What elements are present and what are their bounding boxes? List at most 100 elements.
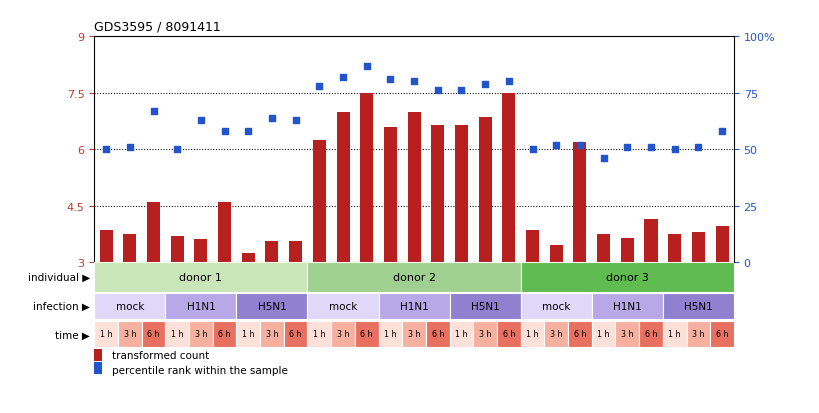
Bar — [591, 293, 662, 319]
Text: 1 h: 1 h — [100, 330, 112, 339]
Text: GDS3595 / 8091411: GDS3595 / 8091411 — [94, 20, 221, 33]
Text: 1 h: 1 h — [383, 330, 396, 339]
Bar — [496, 321, 520, 347]
Text: 1 h: 1 h — [455, 330, 467, 339]
Bar — [170, 236, 183, 262]
Bar — [218, 202, 231, 262]
Text: H1N1: H1N1 — [399, 301, 428, 311]
Bar — [620, 238, 633, 262]
Bar — [431, 126, 444, 262]
Text: H1N1: H1N1 — [186, 301, 215, 311]
Bar — [189, 321, 212, 347]
Text: 6 h: 6 h — [218, 330, 231, 339]
Point — [265, 115, 278, 121]
Point — [407, 79, 420, 85]
Text: individual ▶: individual ▶ — [28, 272, 90, 282]
Bar — [520, 293, 591, 319]
Point — [455, 88, 468, 95]
Bar — [638, 321, 662, 347]
Text: 6 h: 6 h — [715, 330, 727, 339]
Point — [502, 79, 515, 85]
Bar — [336, 112, 349, 262]
Point — [525, 147, 538, 153]
Text: 6 h: 6 h — [573, 330, 586, 339]
Text: transformed count: transformed count — [111, 350, 209, 360]
Text: percentile rank within the sample: percentile rank within the sample — [111, 365, 287, 375]
Bar — [307, 321, 331, 347]
Bar — [568, 321, 591, 347]
Point — [715, 128, 728, 135]
Bar — [449, 293, 520, 319]
Bar — [94, 321, 118, 347]
Bar — [289, 242, 301, 262]
Bar — [691, 233, 704, 262]
Bar — [709, 321, 733, 347]
Point — [549, 142, 562, 149]
Text: time ▶: time ▶ — [55, 330, 90, 339]
Text: 6 h: 6 h — [644, 330, 657, 339]
Bar — [313, 140, 325, 262]
Text: 3 h: 3 h — [124, 330, 136, 339]
Text: donor 1: donor 1 — [179, 272, 222, 282]
Point — [218, 128, 231, 135]
Bar — [572, 142, 586, 262]
Bar — [473, 321, 496, 347]
Point — [99, 147, 112, 153]
Bar — [383, 127, 396, 262]
Text: H5N1: H5N1 — [683, 301, 712, 311]
Bar — [283, 321, 307, 347]
Bar — [425, 321, 449, 347]
Bar — [644, 219, 657, 262]
Text: 6 h: 6 h — [147, 330, 160, 339]
Bar — [307, 262, 520, 292]
Bar — [100, 230, 112, 262]
Text: 6 h: 6 h — [289, 330, 301, 339]
Text: mock: mock — [328, 301, 357, 311]
Bar — [449, 321, 473, 347]
Bar — [662, 321, 686, 347]
Text: infection ▶: infection ▶ — [34, 301, 90, 311]
Bar — [667, 234, 681, 262]
Point — [383, 77, 396, 83]
Bar — [242, 253, 255, 262]
Point — [123, 144, 136, 151]
Point — [147, 108, 160, 115]
Text: 3 h: 3 h — [194, 330, 207, 339]
Text: 3 h: 3 h — [550, 330, 562, 339]
Text: 1 h: 1 h — [667, 330, 680, 339]
Bar — [355, 321, 378, 347]
Bar — [260, 321, 283, 347]
Bar — [544, 321, 568, 347]
Text: 6 h: 6 h — [360, 330, 373, 339]
Point — [620, 144, 633, 151]
Bar — [591, 321, 615, 347]
Bar — [549, 245, 562, 262]
Bar — [331, 321, 355, 347]
Bar — [662, 293, 733, 319]
Bar — [520, 321, 544, 347]
Text: 3 h: 3 h — [620, 330, 633, 339]
Bar — [502, 93, 515, 262]
Text: 3 h: 3 h — [337, 330, 349, 339]
Bar — [520, 262, 733, 292]
Text: mock: mock — [115, 301, 144, 311]
Point — [431, 88, 444, 95]
Text: 3 h: 3 h — [265, 330, 278, 339]
Text: 1 h: 1 h — [170, 330, 183, 339]
Text: H5N1: H5N1 — [470, 301, 499, 311]
Text: 1 h: 1 h — [526, 330, 538, 339]
Point — [170, 147, 183, 153]
Bar — [94, 293, 165, 319]
Bar — [715, 227, 727, 262]
Bar — [94, 348, 102, 361]
Bar — [360, 93, 373, 262]
Bar — [686, 321, 709, 347]
Bar — [236, 321, 260, 347]
Bar — [378, 321, 402, 347]
Bar — [118, 321, 142, 347]
Bar — [402, 321, 425, 347]
Bar — [147, 202, 160, 262]
Point — [644, 144, 657, 151]
Bar — [236, 293, 307, 319]
Bar — [165, 293, 236, 319]
